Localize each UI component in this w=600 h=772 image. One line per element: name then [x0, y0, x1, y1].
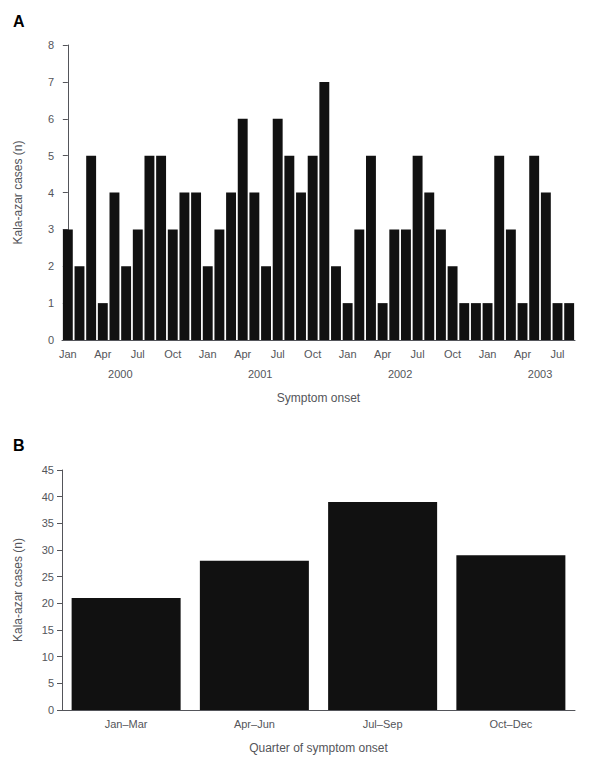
svg-text:Apr: Apr: [234, 348, 251, 360]
svg-text:5: 5: [48, 150, 54, 162]
svg-text:Jan: Jan: [479, 348, 497, 360]
svg-text:Jul: Jul: [131, 348, 145, 360]
svg-text:Apr–Jun: Apr–Jun: [234, 718, 275, 730]
svg-text:3: 3: [48, 223, 54, 235]
svg-text:Oct: Oct: [444, 348, 461, 360]
svg-text:Jan: Jan: [199, 348, 217, 360]
svg-text:Symptom onset: Symptom onset: [277, 391, 361, 405]
svg-text:Apr: Apr: [374, 348, 391, 360]
svg-text:40: 40: [42, 491, 54, 503]
svg-text:Jan: Jan: [339, 348, 357, 360]
svg-text:6: 6: [48, 113, 54, 125]
svg-text:Jul–Sep: Jul–Sep: [363, 718, 403, 730]
svg-text:2003: 2003: [528, 368, 552, 380]
svg-text:0: 0: [48, 334, 54, 346]
svg-text:A: A: [13, 13, 25, 30]
svg-text:Quarter of symptom onset: Quarter of symptom onset: [249, 741, 388, 755]
svg-text:Jul: Jul: [411, 348, 425, 360]
svg-text:2: 2: [48, 260, 54, 272]
svg-text:Oct–Dec: Oct–Dec: [489, 718, 532, 730]
svg-text:0: 0: [48, 704, 54, 716]
svg-text:2000: 2000: [108, 368, 132, 380]
svg-text:8: 8: [48, 39, 54, 51]
svg-text:30: 30: [42, 544, 54, 556]
svg-text:35: 35: [42, 517, 54, 529]
svg-text:Jul: Jul: [271, 348, 285, 360]
svg-text:B: B: [13, 437, 25, 454]
svg-text:Apr: Apr: [514, 348, 531, 360]
svg-text:7: 7: [48, 76, 54, 88]
svg-text:Oct: Oct: [304, 348, 321, 360]
svg-text:20: 20: [42, 597, 54, 609]
svg-text:Kala-azar cases (n): Kala-azar cases (n): [11, 538, 25, 642]
svg-text:10: 10: [42, 651, 54, 663]
svg-text:2002: 2002: [388, 368, 412, 380]
svg-text:Jul: Jul: [550, 348, 564, 360]
svg-text:2001: 2001: [248, 368, 272, 380]
svg-text:25: 25: [42, 571, 54, 583]
svg-text:45: 45: [42, 464, 54, 476]
svg-text:Oct: Oct: [164, 348, 181, 360]
svg-text:15: 15: [42, 624, 54, 636]
svg-text:Kala-azar cases (n): Kala-azar cases (n): [11, 140, 25, 244]
svg-text:Jan–Mar: Jan–Mar: [105, 718, 148, 730]
svg-text:1: 1: [48, 297, 54, 309]
svg-text:5: 5: [48, 677, 54, 689]
svg-text:Apr: Apr: [94, 348, 111, 360]
svg-text:4: 4: [48, 187, 54, 199]
svg-text:Jan: Jan: [59, 348, 77, 360]
